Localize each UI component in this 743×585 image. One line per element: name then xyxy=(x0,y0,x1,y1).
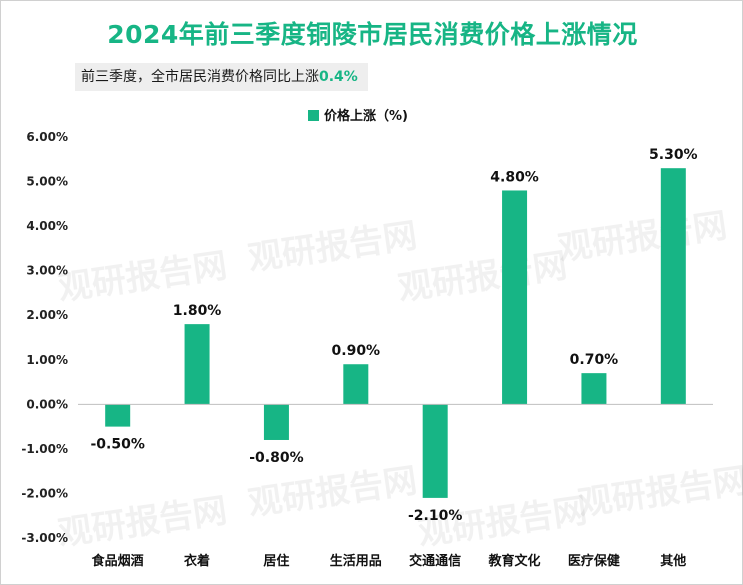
data-label: 0.70% xyxy=(570,352,619,368)
data-label: -0.80% xyxy=(249,450,303,466)
watermark-text: 观研报告网 xyxy=(576,461,743,524)
x-category-label: 衣着 xyxy=(184,553,210,569)
bar xyxy=(343,364,369,405)
y-tick-label: 5.00% xyxy=(26,175,68,189)
y-tick-label: -2.00% xyxy=(21,486,68,500)
watermark-text: 观研报告网 xyxy=(56,246,230,309)
data-label: 0.90% xyxy=(332,343,381,359)
data-label: 5.30% xyxy=(649,147,698,163)
data-label: -2.10% xyxy=(408,508,462,524)
x-category-label: 交通通信 xyxy=(409,553,461,569)
y-tick-label: 6.00% xyxy=(26,130,68,144)
bars xyxy=(105,168,686,498)
y-tick-label: -3.00% xyxy=(21,531,68,545)
x-axis: 食品烟酒 衣着 居住 生活用品 交通通信 教育文化 医疗保健 其他 xyxy=(92,553,687,569)
legend-swatch xyxy=(308,110,319,121)
legend: 价格上涨（%) xyxy=(308,108,408,124)
x-category-label: 食品烟酒 xyxy=(92,553,144,569)
data-label: 1.80% xyxy=(173,303,222,319)
y-axis: 6.00% 5.00% 4.00% 3.00% 2.00% 1.00% 0.00% -1.00… xyxy=(21,130,68,545)
bar xyxy=(422,404,448,498)
bar xyxy=(581,373,607,405)
x-category-label: 医疗保健 xyxy=(568,553,620,569)
data-label: 4.80% xyxy=(490,169,539,185)
bar xyxy=(660,168,686,405)
bar xyxy=(105,404,131,427)
x-category-label: 教育文化 xyxy=(488,553,541,569)
legend-label: 价格上涨（%) xyxy=(324,108,408,124)
data-label: -0.50% xyxy=(90,437,144,453)
subtitle-text: 前三季度，全市居民消费价格同比上涨 xyxy=(81,69,319,85)
x-category-label: 生活用品 xyxy=(330,553,382,569)
bar xyxy=(184,324,210,405)
subtitle-box: 前三季度，全市居民消费价格同比上涨0.4% xyxy=(75,63,368,91)
watermark-text: 观研报告网 xyxy=(556,206,730,269)
y-tick-label: 0.00% xyxy=(26,397,68,411)
watermark-text: 观研报告网 xyxy=(396,246,570,309)
watermark-text: 观研报告网 xyxy=(246,216,420,279)
chart-title: 2024年前三季度铜陵市居民消费价格上涨情况 xyxy=(107,20,638,49)
watermark-text: 观研报告网 xyxy=(246,461,420,524)
y-tick-label: 4.00% xyxy=(26,219,68,233)
watermark-text: 观研报告网 xyxy=(56,491,230,554)
data-labels: -0.50% 1.80% -0.80% 0.90% -2.10% 4.80% 0.70% 5.… xyxy=(90,147,697,524)
y-tick-label: 3.00% xyxy=(26,264,68,278)
bar xyxy=(263,404,289,440)
x-category-label: 居住 xyxy=(263,553,289,569)
x-category-label: 其他 xyxy=(660,553,686,569)
y-tick-label: -1.00% xyxy=(21,442,68,456)
y-tick-label: 2.00% xyxy=(26,308,68,322)
subtitle-value: 0.4% xyxy=(319,69,358,85)
y-tick-label: 1.00% xyxy=(26,353,68,367)
bar xyxy=(502,190,528,405)
